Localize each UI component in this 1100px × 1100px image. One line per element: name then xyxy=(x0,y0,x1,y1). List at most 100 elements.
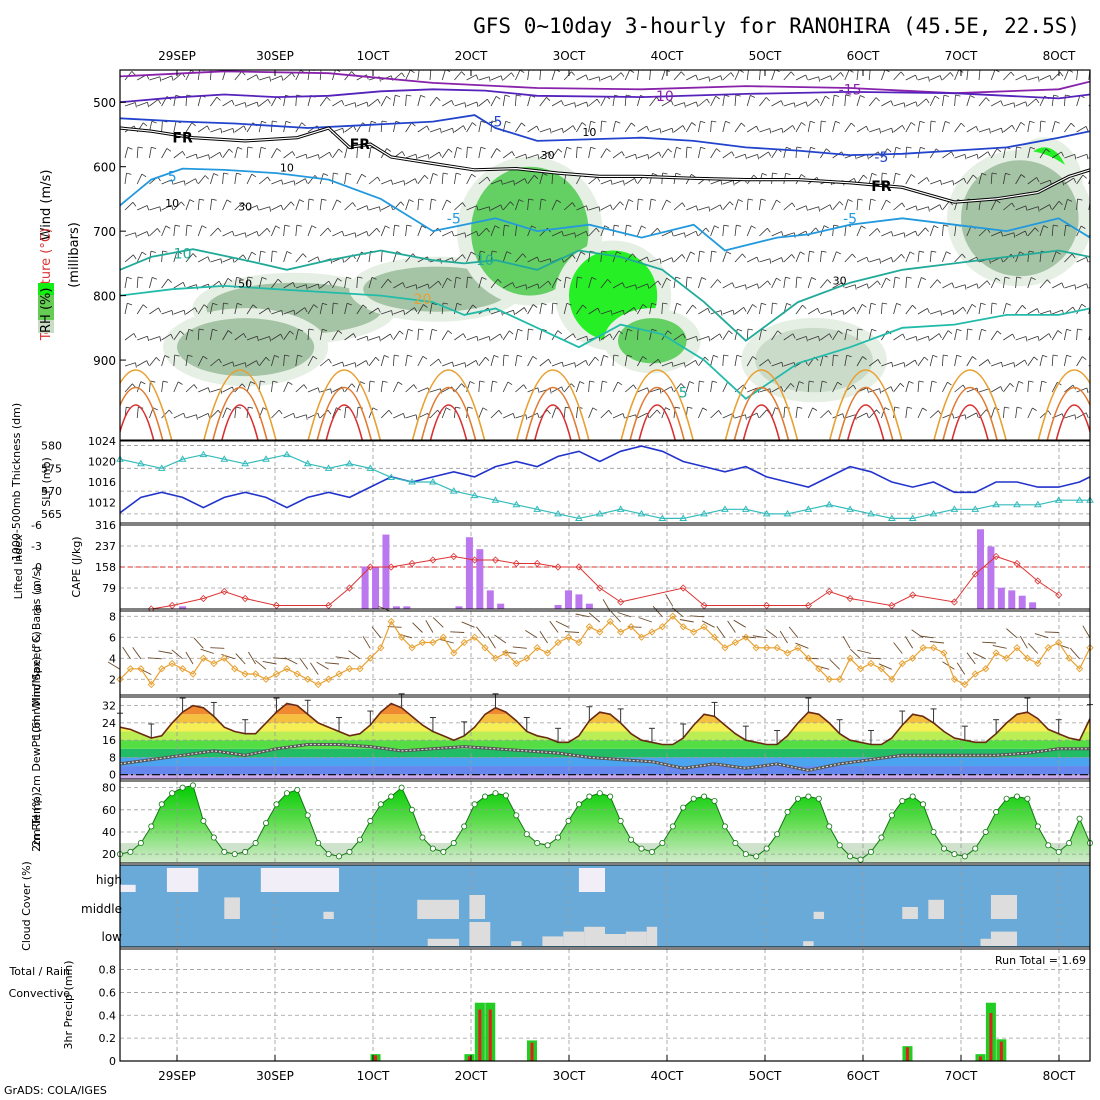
wind-barb-flag xyxy=(188,328,194,332)
wind-barb xyxy=(563,202,573,211)
wind-barb-flag xyxy=(248,406,254,409)
wind-barb-flag xyxy=(261,120,267,124)
wind-barb xyxy=(746,125,757,133)
cloud-level-label: low xyxy=(102,930,123,944)
wind-barb xyxy=(759,199,762,211)
wind-barb xyxy=(698,307,709,315)
wind-barb xyxy=(344,333,354,341)
wind-barb-flag xyxy=(613,354,619,357)
wind-barb xyxy=(612,309,624,315)
wind-barb-flag xyxy=(189,199,195,203)
wind-barb-flag xyxy=(656,97,661,102)
thickness-point xyxy=(178,455,187,462)
thickness-point xyxy=(804,505,813,512)
wind-barb-flag xyxy=(256,205,259,211)
wind-barb-flag xyxy=(887,148,892,153)
wind10m-point xyxy=(564,633,573,641)
wind-barb-flag xyxy=(676,302,682,306)
wind-barb xyxy=(466,230,477,237)
wind-barb-flag xyxy=(586,336,589,342)
wind-barb-flag xyxy=(500,204,503,210)
wind-barb-flag xyxy=(946,251,951,255)
wind-barb xyxy=(1027,407,1033,419)
wind-barb xyxy=(222,148,230,159)
wind-barb xyxy=(356,231,367,237)
wind-barb-flag xyxy=(906,276,912,279)
wind-barb xyxy=(417,198,420,211)
wind-barb xyxy=(136,407,139,419)
wind-barb-flag xyxy=(1086,154,1089,160)
wind-barb xyxy=(856,95,861,107)
contour-label: 30 xyxy=(833,274,847,287)
wind-barb-flag xyxy=(585,231,589,237)
wind-barb xyxy=(807,277,812,289)
wind-barb-flag xyxy=(1077,198,1083,201)
wind-barb-flag xyxy=(463,125,467,131)
wind-barb xyxy=(197,356,204,367)
rh2m-point xyxy=(179,784,186,791)
lifted-index-point xyxy=(1013,559,1021,568)
wind-barb-flag xyxy=(301,122,306,127)
wind-barb-flag xyxy=(991,302,997,305)
warm-contour xyxy=(620,369,694,440)
wind10m-point xyxy=(345,665,354,673)
wind10m-barb xyxy=(255,659,267,670)
wind-barb xyxy=(722,95,725,107)
wind-barb-flag xyxy=(377,98,381,104)
wind10m-barb xyxy=(371,626,382,639)
wind-barb-flag xyxy=(781,128,784,134)
rh2m-point xyxy=(899,797,906,804)
lifted-index-point xyxy=(950,598,958,606)
wind-barb xyxy=(942,354,944,367)
wind-barb-flag xyxy=(207,413,211,419)
wind-barb xyxy=(368,307,379,315)
wind-barb xyxy=(637,125,647,133)
wind-barb-flag xyxy=(308,198,314,201)
wind-barb xyxy=(1039,279,1048,289)
wind-barb xyxy=(417,225,423,237)
wind-barb-flag xyxy=(1053,224,1059,227)
wind-barb xyxy=(136,173,143,185)
wind-barb-flag xyxy=(723,224,729,227)
wind-barb xyxy=(295,153,307,159)
wind-barb-flag xyxy=(471,173,476,178)
wind-barb xyxy=(393,282,404,289)
wind-barb xyxy=(673,202,683,211)
date-tick-bottom: 4OCT xyxy=(651,1069,684,1083)
wind10m-point xyxy=(846,654,854,662)
wind-barb-flag xyxy=(775,70,780,73)
wind-barb-flag xyxy=(408,199,414,203)
wind-barb-flag xyxy=(329,152,332,157)
wind-barb xyxy=(210,329,213,341)
wind-barb-flag xyxy=(278,409,283,415)
pressure-tick: 900 xyxy=(93,354,116,368)
wind-barb xyxy=(783,71,792,81)
wind-barb-flag xyxy=(327,409,332,415)
wind-barb xyxy=(637,256,648,263)
wind-barb-flag xyxy=(531,225,537,229)
wind-barb xyxy=(649,128,661,133)
contour-label: 10 xyxy=(582,126,596,139)
wind-barb-flag xyxy=(427,283,430,290)
wind-barb xyxy=(417,328,419,341)
wind-barb-flag xyxy=(574,102,576,108)
wind10m-point xyxy=(898,659,906,668)
wind-barb-flag xyxy=(366,102,369,108)
wind-barb xyxy=(844,94,847,107)
wind-barb-flag xyxy=(1053,94,1059,97)
wind-barb-flag xyxy=(369,380,375,383)
wind-barb xyxy=(295,384,305,393)
wind10m-barb xyxy=(299,657,309,670)
wind-barb-flag xyxy=(934,95,940,100)
wind-barb xyxy=(344,362,356,367)
wind-barb xyxy=(344,232,356,237)
wind-barb xyxy=(393,381,399,393)
wind-barb-flag xyxy=(302,253,307,258)
cloud-cell xyxy=(260,868,340,892)
thickness-point xyxy=(741,505,750,512)
wind-barb xyxy=(747,154,758,159)
wind-barb xyxy=(1076,174,1084,185)
wind-barb xyxy=(198,413,209,419)
wind-barb xyxy=(844,225,847,237)
